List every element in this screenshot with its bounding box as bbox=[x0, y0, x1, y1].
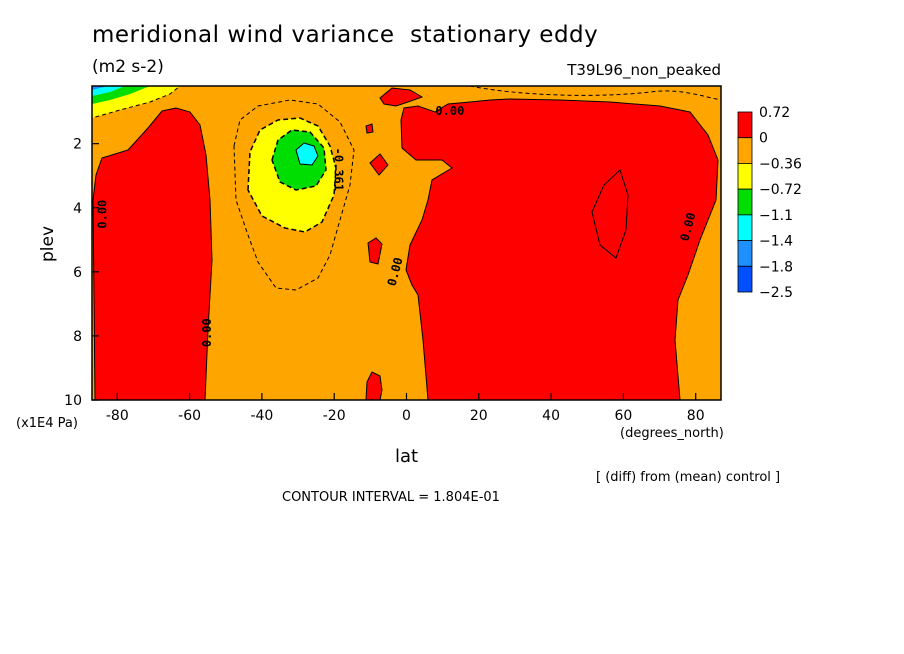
colorbar-label: −1.1 bbox=[759, 208, 793, 224]
x-tick-label: 20 bbox=[470, 408, 488, 424]
y-tick-label: 6 bbox=[73, 265, 82, 281]
red-blob-small-c bbox=[367, 237, 383, 265]
y-axis-ticks: 2 4 6 8 10 bbox=[64, 137, 99, 409]
colorbar-label: 0 bbox=[759, 131, 768, 147]
y-tick-label: 10 bbox=[64, 393, 82, 409]
y-tick-label: 2 bbox=[73, 137, 82, 153]
contour-north-inner bbox=[591, 169, 629, 259]
colorbar-label: −0.36 bbox=[759, 156, 802, 172]
diff-note: [ (diff) from (mean) control ] bbox=[596, 470, 781, 485]
x-axis-label: lat bbox=[395, 446, 419, 467]
colorbar-swatch bbox=[737, 111, 753, 139]
top-band-cyan bbox=[92, 86, 125, 96]
dashed-contour-top-right bbox=[469, 86, 721, 101]
colorbar-swatch bbox=[737, 265, 753, 293]
x-tick-label: 0 bbox=[402, 408, 411, 424]
red-blob-small-a bbox=[365, 123, 374, 134]
x-axis-unit: (degrees_north) bbox=[620, 426, 724, 441]
red-blob-bottom bbox=[365, 371, 383, 400]
contour-label: 0.00 bbox=[435, 104, 464, 118]
red-region-north bbox=[400, 98, 719, 400]
colorbar-swatch bbox=[737, 188, 753, 216]
red-blob-top bbox=[379, 87, 424, 107]
red-region-south-pole bbox=[92, 107, 213, 400]
colorbar: 0.72 0 −0.36 −0.72 −1.1 −1.4 −1.8 −2.5 bbox=[737, 105, 802, 301]
contour-label: -0.361 bbox=[331, 148, 345, 191]
x-tick-label: -60 bbox=[178, 408, 201, 424]
contour-labels: 0.000.000.000.000.00-0.361 bbox=[95, 104, 698, 347]
colorbar-swatch bbox=[737, 240, 753, 267]
colorbar-label: 0.72 bbox=[759, 105, 790, 121]
contour-interval: CONTOUR INTERVAL = 1.804E-01 bbox=[282, 490, 500, 505]
contour-label: 0.00 bbox=[95, 200, 109, 229]
x-tick-label: -20 bbox=[323, 408, 346, 424]
y-tick-label: 8 bbox=[73, 329, 82, 345]
x-tick-label: 60 bbox=[614, 408, 632, 424]
dashed-contour-yellow-outer bbox=[233, 99, 355, 291]
colorbar-label: −2.5 bbox=[759, 285, 793, 301]
red-blob-small-b bbox=[369, 153, 389, 176]
y-tick-label: 4 bbox=[73, 201, 82, 217]
x-axis-ticks: -80 -60 -40 -20 0 20 40 60 80 bbox=[106, 393, 705, 424]
chart-title: meridional wind variance stationary eddy bbox=[92, 22, 599, 48]
x-tick-label: 40 bbox=[542, 408, 560, 424]
x-tick-label: -80 bbox=[106, 408, 129, 424]
colorbar-swatch bbox=[737, 163, 753, 190]
contour-label: 0.00 bbox=[200, 318, 214, 347]
contour-fill-layer bbox=[92, 86, 721, 400]
run-name: T39L96_non_peaked bbox=[567, 61, 721, 79]
cyan-region bbox=[295, 142, 319, 166]
y-axis-unit: (x1E4 Pa) bbox=[16, 416, 78, 431]
colorbar-swatch bbox=[737, 137, 753, 164]
colorbar-label: −0.72 bbox=[759, 182, 802, 198]
x-tick-label: 80 bbox=[687, 408, 705, 424]
top-band-blue bbox=[92, 86, 108, 90]
colorbar-label: −1.8 bbox=[759, 259, 793, 275]
colorbar-label: −1.4 bbox=[759, 234, 793, 250]
chart-units: (m2 s-2) bbox=[92, 57, 164, 77]
colorbar-swatch bbox=[737, 214, 753, 241]
x-tick-label: -40 bbox=[250, 408, 273, 424]
